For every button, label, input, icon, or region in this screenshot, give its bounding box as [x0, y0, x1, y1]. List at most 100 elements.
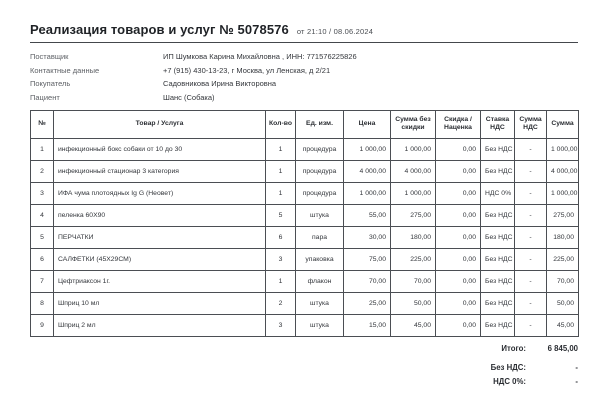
table-cell: Без НДС: [480, 291, 515, 315]
table-cell: 30,00: [343, 225, 391, 249]
table-cell: 0,00: [435, 225, 481, 249]
table-cell: Без НДС: [480, 247, 515, 271]
table-cell: 1 000,00: [390, 181, 436, 205]
table-cell: 2: [265, 291, 296, 315]
table-cell: 9: [30, 313, 54, 337]
table-cell: 1: [265, 137, 296, 161]
totals-value: -: [575, 362, 578, 372]
table-cell: 1 000,00: [390, 137, 436, 161]
totals-row: Без НДС: -: [30, 363, 578, 372]
totals-label: НДС 0%:: [493, 376, 526, 386]
table-cell: 5: [30, 225, 54, 249]
totals-label: Без НДС:: [490, 362, 526, 372]
table-cell: 6: [265, 225, 296, 249]
table-cell: 3: [30, 181, 54, 205]
items-table-body: 1 инфекционный бокс собаки от 10 до 30 1 пр…: [30, 137, 579, 337]
table-cell: 3: [265, 247, 296, 271]
table-cell: 75,00: [343, 247, 391, 271]
totals-value: -: [575, 376, 578, 386]
column-header: Товар / Услуга: [53, 109, 266, 139]
table-row: 9 Шприц 2 мл 3 штука 15,00 45,00 0,00 Без НДС -4…: [30, 313, 579, 337]
column-header: Сумма: [546, 109, 579, 139]
table-cell: инфекционный стационар 3 категория: [53, 159, 266, 183]
info-value: +7 (915) 430-13-23, г Москва, ул Ленская…: [163, 65, 331, 75]
info-value: Шанс (Собака): [163, 92, 215, 102]
column-header: Ставка НДС: [480, 109, 515, 139]
table-cell: Без НДС: [480, 225, 515, 249]
info-value: ИП Шумкова Карина Михайловна , ИНН: 7715…: [163, 52, 357, 61]
table-cell: 1: [265, 159, 296, 183]
table-cell: 225,00: [390, 247, 436, 271]
page-title: Реализация товаров и услуг № 5078576: [30, 22, 289, 37]
info-label: Покупатель: [30, 79, 71, 88]
table-cell: -: [514, 181, 547, 205]
table-cell: Шприц 10 мл: [53, 291, 266, 315]
table-cell: 55,00: [343, 203, 391, 227]
table-cell: Без НДС: [480, 137, 515, 161]
table-cell: Без НДС: [480, 203, 515, 227]
table-cell: 5: [265, 203, 296, 227]
table-cell: НДС 0%: [480, 181, 515, 205]
table-cell: 2: [30, 159, 54, 183]
table-cell: -: [514, 137, 547, 161]
table-cell: штука: [295, 291, 344, 315]
table-cell: Шприц 2 мл: [53, 313, 266, 337]
document-info-block: Поставщик ИП Шумкова Карина Михайловна , …: [30, 52, 578, 102]
table-row: 3 ИФА чума плотоядных Ig G (Неовет) 1 проце…: [30, 181, 579, 205]
table-cell: 1: [265, 181, 296, 205]
column-header: Скидка / Наценка: [435, 109, 481, 139]
table-cell: инфекционный бокс собаки от 10 до 30: [53, 137, 266, 161]
table-cell: 70,00: [390, 269, 436, 293]
table-cell: штука: [295, 203, 344, 227]
table-cell: 1 000,00: [546, 181, 579, 205]
table-cell: процедура: [295, 159, 344, 183]
table-cell: Цефтриаксон 1г.: [53, 269, 266, 293]
totals-block: Итого: 6 845,00 Без НДС: - НДС 0%: -: [30, 344, 578, 386]
table-cell: процедура: [295, 137, 344, 161]
table-cell: 6: [30, 247, 54, 271]
totals-row: НДС 0%: -: [30, 377, 578, 386]
totals-label: Итого:: [501, 343, 526, 353]
info-row: Контактные данные +7 (915) 430-13-23, г М…: [30, 66, 578, 75]
table-cell: пеленка 60Х90: [53, 203, 266, 227]
table-cell: ПЕРЧАТКИ: [53, 225, 266, 249]
info-label: Контактные данные: [30, 65, 100, 75]
totals-row: Итого: 6 845,00: [30, 344, 578, 353]
table-cell: 1 000,00: [343, 137, 391, 161]
table-cell: 0,00: [435, 313, 481, 337]
table-cell: 15,00: [343, 313, 391, 337]
table-cell: 0,00: [435, 269, 481, 293]
table-cell: 3: [265, 313, 296, 337]
table-row: 2 инфекционный стационар 3 категория 1 проц…: [30, 159, 579, 183]
table-row: 7 Цефтриаксон 1г. 1 флакон 70,00 70,00 0,00 Без…: [30, 269, 579, 293]
table-row: 1 инфекционный бокс собаки от 10 до 30 1 пр…: [30, 137, 579, 161]
table-cell: 0,00: [435, 159, 481, 183]
table-cell: 0,00: [435, 181, 481, 205]
table-cell: 0,00: [435, 291, 481, 315]
table-row: 8 Шприц 10 мл 2 штука 25,00 50,00 0,00 Без НДС -…: [30, 291, 579, 315]
table-row: 4 пеленка 60Х90 5 штука 55,00 275,00 0,00 Без Н…: [30, 203, 579, 227]
table-cell: 50,00: [546, 291, 579, 315]
column-header: №: [30, 109, 54, 139]
table-cell: 70,00: [343, 269, 391, 293]
items-table-header-row: № Товар / Услуга Кол-во Ед. изм. Цена Сумма б…: [30, 109, 579, 139]
table-cell: 180,00: [546, 225, 579, 249]
column-header: Сумма НДС: [514, 109, 547, 139]
items-table-head: № Товар / Услуга Кол-во Ед. изм. Цена Сумма б…: [30, 109, 579, 139]
table-cell: 180,00: [390, 225, 436, 249]
table-cell: Без НДС: [480, 159, 515, 183]
table-cell: САЛФЕТКИ (45Х29СМ): [53, 247, 266, 271]
table-cell: -: [514, 247, 547, 271]
table-cell: 45,00: [546, 313, 579, 337]
table-cell: Без НДС: [480, 269, 515, 293]
column-header: Сумма без скидки: [390, 109, 436, 139]
table-cell: процедура: [295, 181, 344, 205]
table-cell: флакон: [295, 269, 344, 293]
table-row: 6 САЛФЕТКИ (45Х29СМ) 3 упаковка 75,00 225,00 0…: [30, 247, 579, 271]
table-cell: 7: [30, 269, 54, 293]
table-cell: 0,00: [435, 137, 481, 161]
column-header: Ед. изм.: [295, 109, 344, 139]
table-cell: 1: [30, 137, 54, 161]
table-cell: штука: [295, 313, 344, 337]
